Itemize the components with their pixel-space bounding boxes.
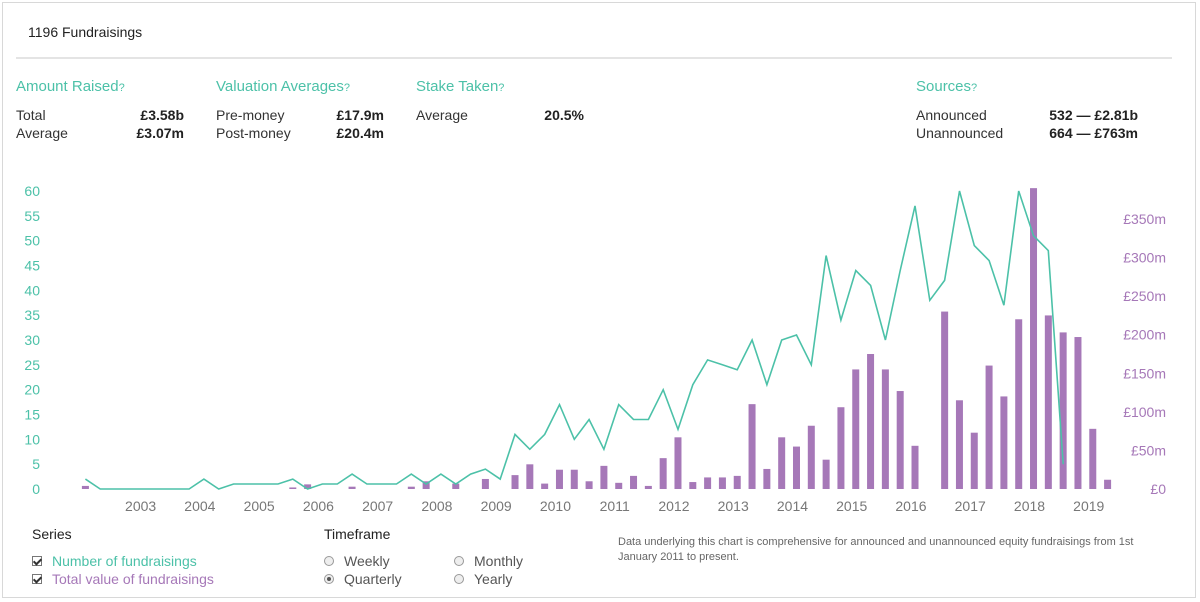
timeframe-quarterly[interactable]: Quarterly [324, 570, 454, 588]
stake-heading: Stake Taken? [416, 78, 505, 95]
stat-row: Pre-money £17.9m [216, 107, 384, 123]
valuation-heading: Valuation Averages? [216, 78, 350, 95]
series-title: Series [32, 526, 72, 542]
sources-heading: Sources? [916, 78, 978, 95]
stat-row: Total £3.58b [16, 107, 184, 123]
checkbox-icon[interactable] [32, 574, 42, 584]
radio-icon[interactable] [324, 556, 334, 566]
stat-row: Average £3.07m [16, 125, 184, 141]
valuation-help[interactable]: ? [343, 82, 350, 94]
stake-help[interactable]: ? [498, 82, 505, 94]
timeframe-monthly[interactable]: Monthly [454, 552, 574, 570]
amount-raised-help[interactable]: ? [118, 82, 125, 94]
sources-block: Sources? Announced 532 — £2.81b Unannounc… [916, 78, 1138, 142]
series-toggle-count[interactable]: Number of fundraisings [32, 552, 214, 570]
stat-row: Average 20.5% [416, 107, 584, 123]
timeframe-title: Timeframe [324, 526, 391, 542]
checkbox-icon[interactable] [32, 556, 42, 566]
stat-row: Announced 532 — £2.81b [916, 107, 1138, 123]
radio-icon[interactable] [454, 574, 464, 584]
stat-row: Unannounced 664 — £763m [916, 125, 1138, 141]
radio-icon[interactable] [454, 556, 464, 566]
sources-help[interactable]: ? [971, 82, 978, 94]
timeframe-yearly[interactable]: Yearly [454, 570, 574, 588]
timeframe-weekly[interactable]: Weekly [324, 552, 454, 570]
series-legend: Series Number of fundraisings Total valu… [32, 526, 214, 588]
data-note: Data underlying this chart is comprehens… [618, 536, 1134, 563]
title-divider [16, 57, 1172, 59]
amount-raised-heading: Amount Raised? [16, 78, 125, 95]
radio-selected-icon[interactable] [324, 574, 334, 584]
timeframe-selector: Timeframe Weekly Monthly Quarterly Yearl… [324, 526, 574, 588]
stake-block: Stake Taken? Average 20.5% [416, 78, 584, 124]
series-toggle-value[interactable]: Total value of fundraisings [32, 570, 214, 588]
valuation-block: Valuation Averages? Pre-money £17.9m Post… [216, 78, 384, 142]
page-title: 1196 Fundraisings [28, 24, 143, 40]
stat-row: Post-money £20.4m [216, 125, 384, 141]
amount-raised-block: Amount Raised? Total £3.58b Average £3.07m [16, 78, 184, 142]
